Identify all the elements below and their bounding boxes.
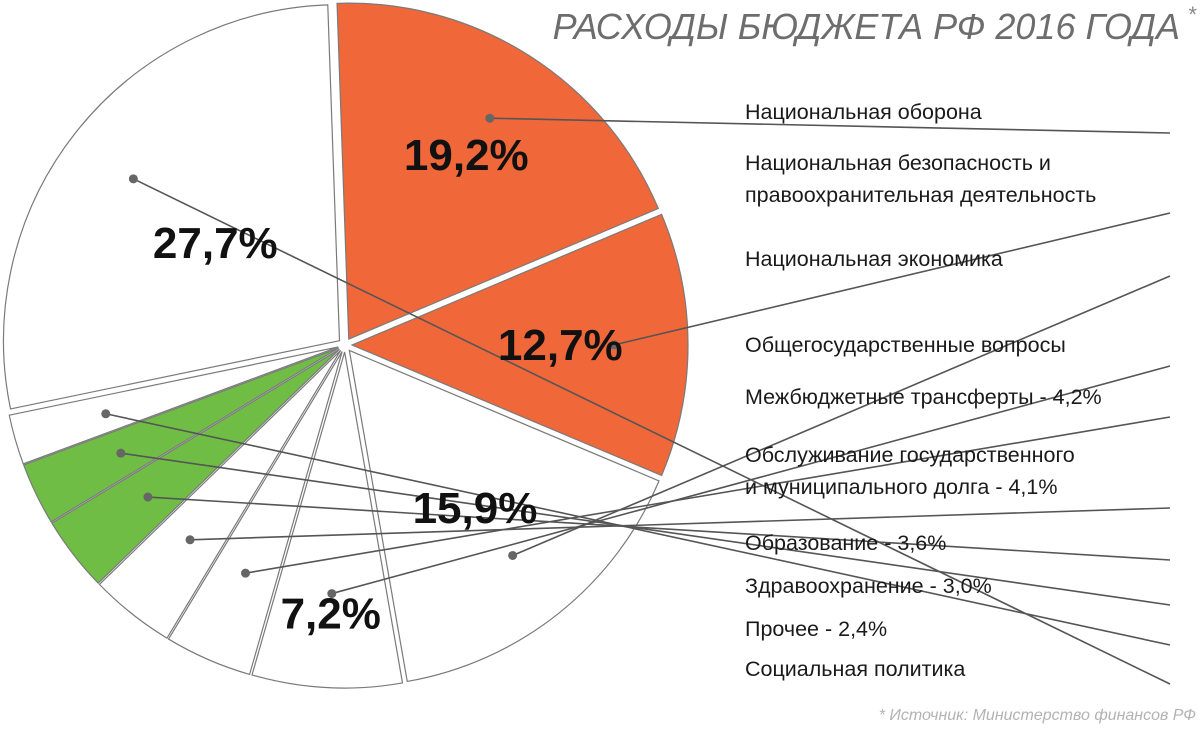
pie-slice <box>8 346 339 465</box>
pie-slice <box>2 4 341 410</box>
leader-line <box>190 507 1171 541</box>
legend-label: Национальная оборона <box>745 100 982 124</box>
legend-label: Здравоохранение - 3,0% <box>745 574 992 598</box>
slice-percent-label: 15,9% <box>413 484 538 533</box>
pie-slice <box>348 349 660 683</box>
pie-slice <box>98 350 342 639</box>
leader-dot <box>327 589 337 599</box>
pie-slice <box>51 348 340 585</box>
legend-label: правоохранительная деятельность <box>745 183 1096 207</box>
leader-dot <box>508 550 518 560</box>
leader-dot <box>128 174 138 184</box>
legend-label: Прочее - 2,4% <box>745 617 887 641</box>
leader-dot <box>185 535 195 545</box>
leader-line <box>613 212 1171 346</box>
legend-label: Национальная безопасность и <box>745 151 1051 175</box>
source-note: * Источник: Министерство финансов РФ <box>879 707 1197 724</box>
leader-dot <box>485 113 495 123</box>
slice-percent-label: 19,2% <box>404 131 529 180</box>
legend-label: Образование - 3,6% <box>745 531 946 555</box>
leader-dot <box>116 448 126 458</box>
legend-label: Национальная экономика <box>745 247 1003 271</box>
leader-line <box>133 178 1171 685</box>
chart-title-mark: * <box>1187 2 1197 27</box>
leader-dot <box>241 568 251 578</box>
pie-slice <box>350 213 689 477</box>
leader-line <box>489 117 1171 134</box>
percent-labels: 19,2% 12,7% 15,9% 7,2% 27,7% <box>153 131 623 639</box>
leader-line <box>105 412 1171 646</box>
pie-slice <box>167 351 343 676</box>
leader-line <box>147 496 1171 561</box>
pie-slice <box>22 347 340 523</box>
pie-slice <box>251 351 404 689</box>
slice-percent-label: 12,7% <box>498 321 623 370</box>
slice-percent-label: 27,7% <box>153 219 278 268</box>
pie-slices <box>2 2 689 689</box>
leader-line <box>120 452 1171 606</box>
legend-label: Социальная политика <box>745 657 965 681</box>
legend-label: Обслуживание государственного <box>745 443 1075 467</box>
leader-dot <box>143 492 153 502</box>
legend: Национальная оборона Национальная безопас… <box>745 100 1102 681</box>
legend-label: Общегосударственные вопросы <box>745 333 1066 357</box>
chart-title: РАСХОДЫ БЮДЖЕТА РФ 2016 ГОДА <box>553 6 1180 47</box>
leader-line <box>245 416 1171 574</box>
legend-label: и муниципального долга - 4,1% <box>745 475 1057 499</box>
leader-dot <box>609 340 619 350</box>
slice-percent-label: 7,2% <box>281 590 381 639</box>
leader-lines <box>101 113 1171 685</box>
legend-label: Межбюджетные трансферты - 4,2% <box>745 385 1102 409</box>
leader-dot <box>101 409 111 419</box>
pie-slice <box>336 2 660 340</box>
